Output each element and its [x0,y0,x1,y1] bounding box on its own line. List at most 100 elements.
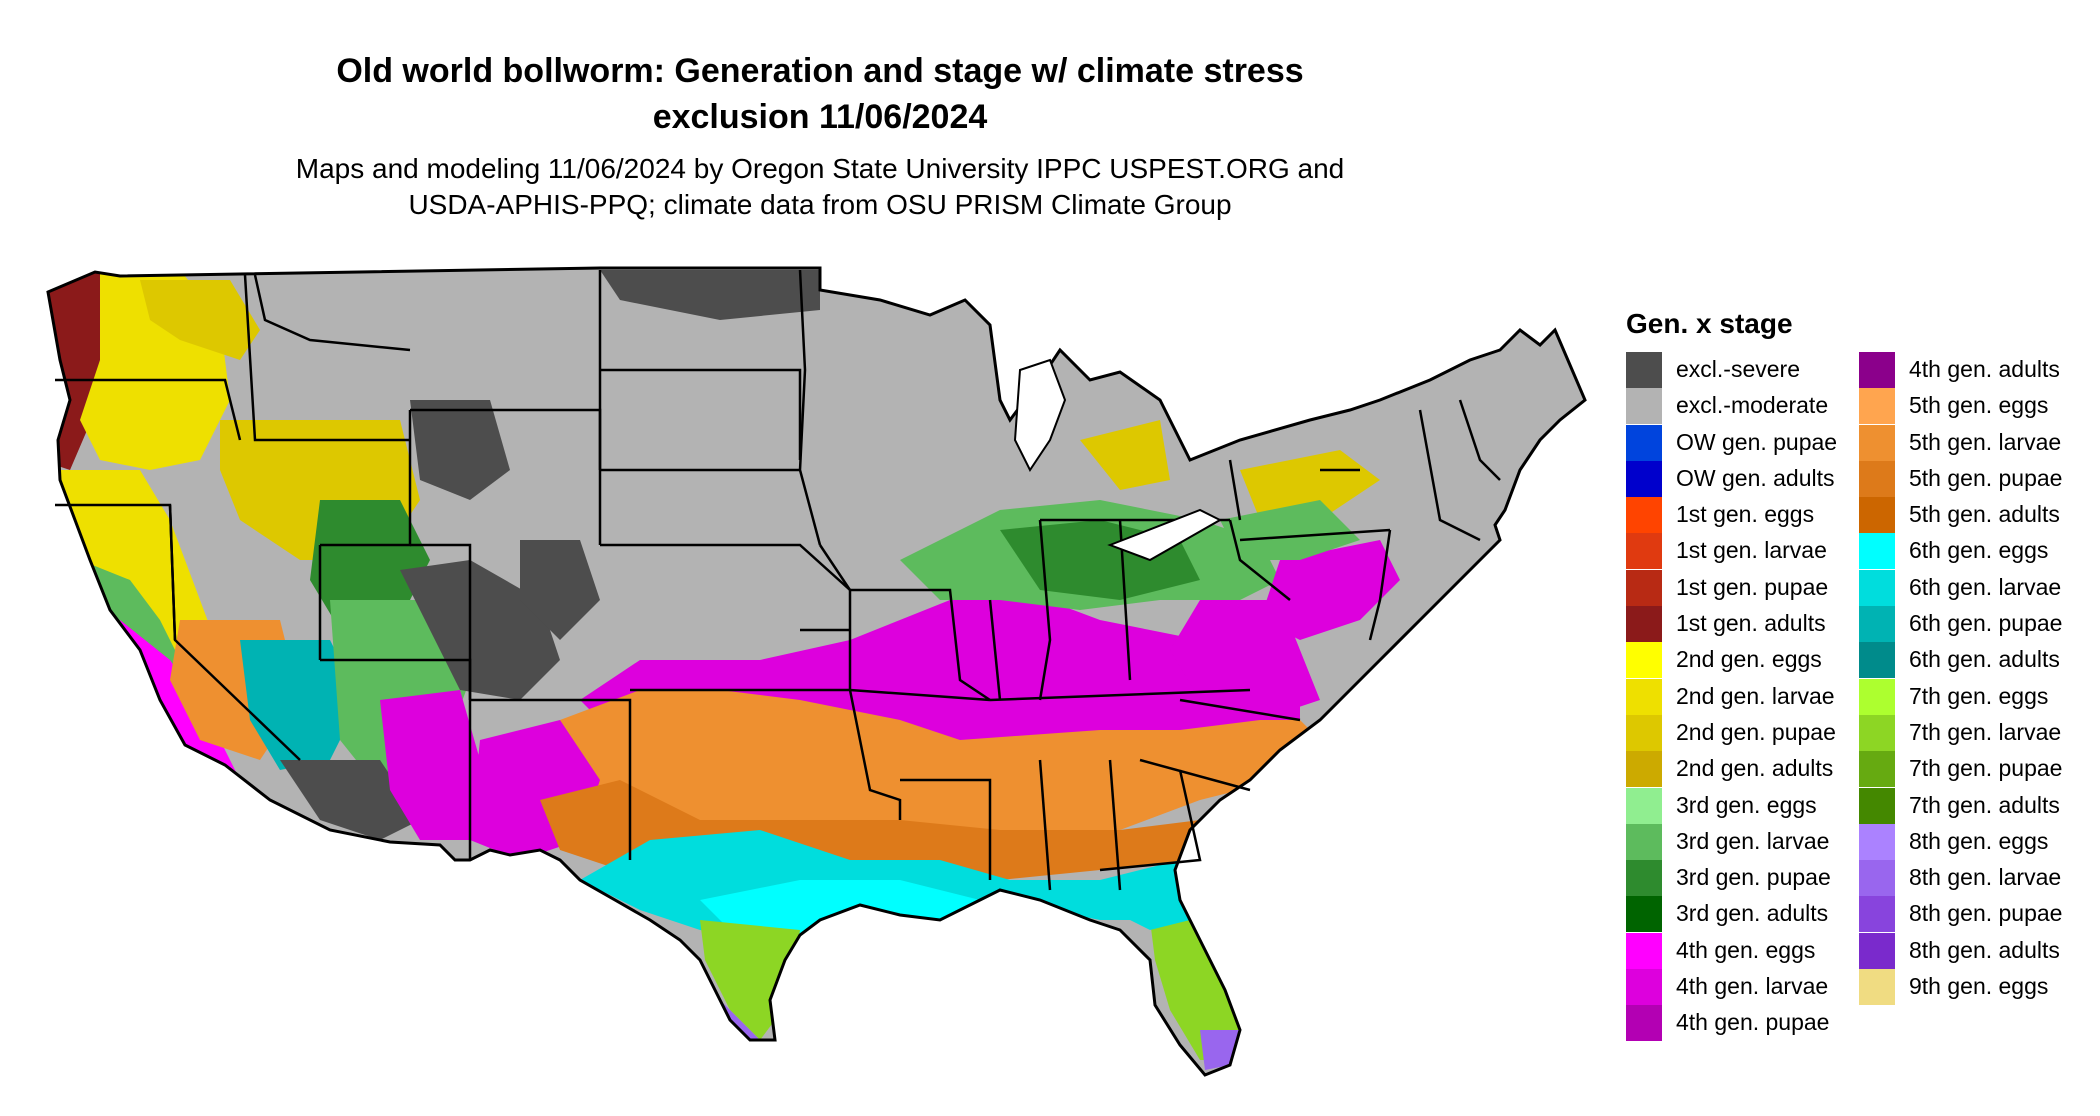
legend-item: 7th gen. eggs [1859,678,2094,715]
map-subtitle-line2: USDA-APHIS-PPQ; climate data from OSU PR… [408,189,1232,220]
legend-swatch [1626,860,1662,897]
legend-swatch [1859,497,1895,534]
legend-item: 3rd gen. larvae [1626,823,1861,860]
legend-item: 4th gen. pupae [1626,1005,1861,1042]
legend-swatch [1626,424,1662,461]
legend-swatch [1859,932,1895,969]
legend-item: 4th gen. adults [1859,352,2094,388]
legend-label: 9th gen. eggs [1909,973,2049,1000]
legend-label: 3rd gen. larvae [1676,827,1830,854]
legend-item: 3rd gen. adults [1626,896,1861,933]
legend-label: 4th gen. pupae [1676,1009,1830,1036]
legend-label: 7th gen. larvae [1909,718,2062,745]
legend-item: 5th gen. pupae [1859,460,2094,497]
legend-label: 3rd gen. eggs [1676,791,1817,818]
legend-swatch [1859,460,1895,497]
legend-swatch [1626,642,1662,679]
legend-label: 6th gen. pupae [1909,610,2063,637]
map-title-line1: Old world bollworm: Generation and stage… [336,52,1304,90]
legend-label: 8th gen. pupae [1909,900,2063,927]
legend-swatch [1859,860,1895,897]
us-outline [46,266,1587,1077]
legend-swatch [1626,606,1662,643]
legend-item: 2nd gen. pupae [1626,714,1861,751]
legend-item: 8th gen. eggs [1859,823,2094,860]
legend-swatch [1626,352,1662,388]
legend-item: 2nd gen. eggs [1626,642,1861,679]
legend-item: 5th gen. adults [1859,497,2094,534]
legend-swatch [1626,569,1662,606]
legend-label: 1st gen. pupae [1676,573,1829,600]
legend-swatch [1859,678,1895,715]
legend-swatch [1859,969,1895,1006]
legend-item: 3rd gen. pupae [1626,860,1861,897]
map-regions [48,268,1585,1075]
legend-label: 4th gen. larvae [1676,973,1829,1000]
legend-swatch [1859,606,1895,643]
map-subtitle-line1: Maps and modeling 11/06/2024 by Oregon S… [295,153,1345,184]
legend-item: 9th gen. eggs [1859,969,2094,1006]
legend-label: OW gen. pupae [1676,428,1838,455]
legend-item: excl.-moderate [1626,388,1861,425]
legend-item: 6th gen. pupae [1859,606,2094,643]
legend-swatch [1626,969,1662,1006]
legend-swatch [1626,460,1662,497]
map-title: Old world bollworm: Generation and stage… [160,48,1480,140]
legend-swatch [1859,787,1895,824]
legend-item: 8th gen. pupae [1859,896,2094,933]
legend-item: OW gen. adults [1626,460,1861,497]
legend-item: 1st gen. adults [1626,606,1861,643]
legend-label: 1st gen. larvae [1676,537,1827,564]
legend-item: 5th gen. eggs [1859,388,2094,425]
legend-item: 6th gen. larvae [1859,569,2094,606]
legend-item: 1st gen. larvae [1626,533,1861,570]
legend-label: 7th gen. adults [1909,791,2060,818]
legend-swatch [1626,1005,1662,1042]
legend-label: 2nd gen. larvae [1676,682,1835,709]
legend-label: 5th gen. adults [1909,501,2060,528]
legend-column-1: excl.-severe excl.-moderate OW gen. pupae O… [1626,352,1861,1042]
map-title-line2: exclusion 11/06/2024 [652,98,988,136]
legend-label: 3rd gen. adults [1676,900,1829,927]
legend-label: 1st gen. eggs [1676,501,1815,528]
legend-item: excl.-severe [1626,352,1861,388]
legend-swatch [1859,533,1895,570]
legend-title: Gen. x stage [1626,308,1793,339]
legend-swatch [1626,823,1662,860]
map-subtitle: Maps and modeling 11/06/2024 by Oregon S… [160,151,1480,223]
legend-label: excl.-moderate [1676,392,1829,419]
legend-item: 8th gen. adults [1859,932,2094,969]
legend-swatch [1626,896,1662,933]
legend-item: 5th gen. larvae [1859,424,2094,461]
legend-item: 7th gen. adults [1859,787,2094,824]
legend-label: 5th gen. eggs [1909,392,2049,419]
legend-label: 2nd gen. pupae [1676,718,1836,745]
legend-item: 7th gen. larvae [1859,714,2094,751]
legend-label: 3rd gen. pupae [1676,864,1831,891]
legend-label: 6th gen. larvae [1909,573,2062,600]
legend-swatch [1626,714,1662,751]
legend-label: 8th gen. adults [1909,936,2060,963]
legend-label: 2nd gen. eggs [1676,646,1822,673]
lake-michigan [1013,358,1067,472]
legend-item: 2nd gen. adults [1626,751,1861,788]
legend-label: 8th gen. larvae [1909,864,2062,891]
legend-label: 5th gen. pupae [1909,464,2063,491]
legend-label: 5th gen. larvae [1909,428,2062,455]
legend-label: 7th gen. eggs [1909,682,2049,709]
legend-swatch [1626,932,1662,969]
legend-item: 4th gen. eggs [1626,932,1861,969]
legend-swatch [1859,569,1895,606]
legend-swatch [1626,388,1662,425]
legend-item: 3rd gen. eggs [1626,787,1861,824]
legend-swatch [1859,896,1895,933]
legend-label: 6th gen. adults [1909,646,2060,673]
legend-item: 4th gen. larvae [1626,969,1861,1006]
legend-swatch [1859,751,1895,788]
legend-label: 1st gen. adults [1676,610,1826,637]
legend-label: 7th gen. pupae [1909,755,2063,782]
us-map [46,266,1587,1077]
legend-swatch [1859,352,1895,388]
legend-item: 7th gen. pupae [1859,751,2094,788]
legend-item: 2nd gen. larvae [1626,678,1861,715]
